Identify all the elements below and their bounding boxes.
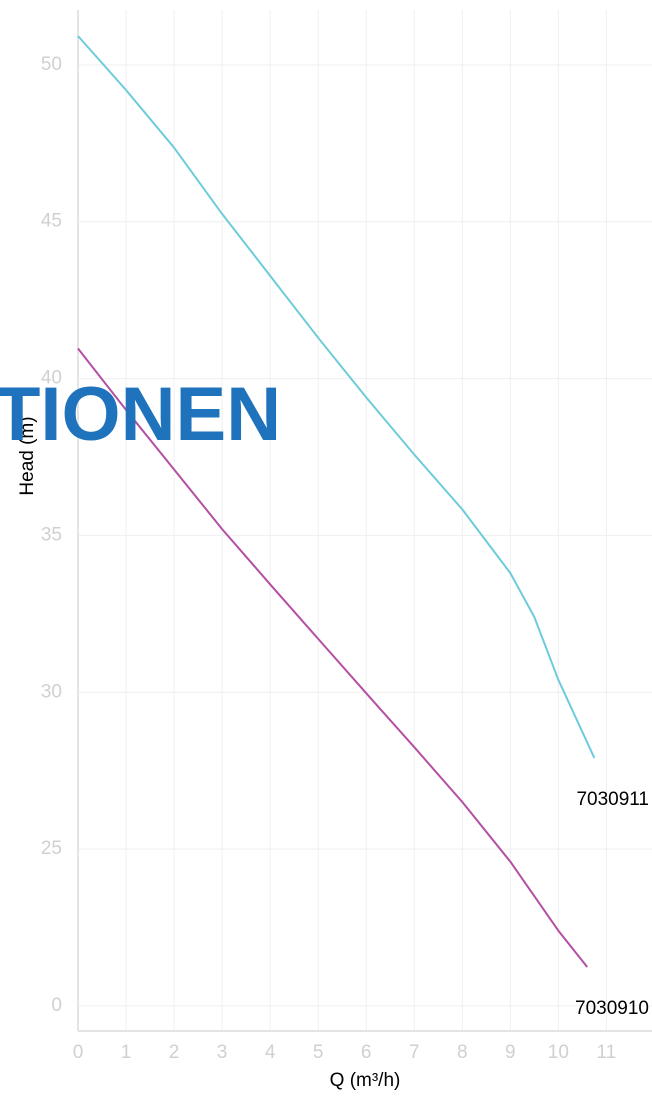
x-axis-label: Q (m³/h): [330, 1070, 401, 1091]
x-tick-label: 11: [597, 1042, 617, 1063]
x-tick-label: 8: [457, 1042, 468, 1063]
series: [77, 35, 596, 968]
y-axis-label: Head (m): [17, 416, 38, 495]
y-tick-label: 45: [41, 211, 62, 232]
x-tick-label: 10: [548, 1042, 569, 1063]
grid: [77, 10, 652, 1031]
watermark: TIONEN: [0, 372, 281, 457]
series-line: [77, 35, 596, 759]
x-tick-label: 9: [505, 1042, 516, 1063]
x-tick-label: 4: [265, 1042, 276, 1063]
y-tick-label: 25: [41, 838, 62, 859]
y-tick-label: 30: [41, 681, 62, 702]
x-tick-label: 0: [73, 1042, 84, 1063]
y-tick-label: 50: [41, 54, 62, 75]
x-tick-label: 2: [169, 1042, 180, 1063]
x-tick-label: 5: [313, 1042, 324, 1063]
x-tick-label: 1: [121, 1042, 132, 1063]
x-tick-label: 7: [409, 1042, 420, 1063]
y-tick-label: 40: [41, 368, 62, 389]
series-label: 7030910: [575, 998, 649, 1019]
x-tick-label: 6: [361, 1042, 372, 1063]
y-tick-label: 0: [51, 995, 62, 1016]
series-line: [77, 347, 588, 968]
series-label: 7030911: [576, 789, 649, 810]
x-tick-label: 3: [217, 1042, 228, 1063]
y-tick-label: 35: [41, 524, 62, 545]
